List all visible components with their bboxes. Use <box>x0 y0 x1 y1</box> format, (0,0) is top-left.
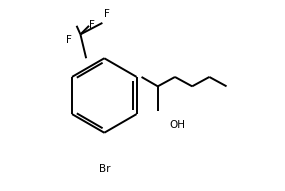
Text: F: F <box>104 9 110 19</box>
Text: F: F <box>89 20 95 30</box>
Text: OH: OH <box>169 120 185 130</box>
Text: F: F <box>66 35 72 45</box>
Text: Br: Br <box>99 164 110 174</box>
